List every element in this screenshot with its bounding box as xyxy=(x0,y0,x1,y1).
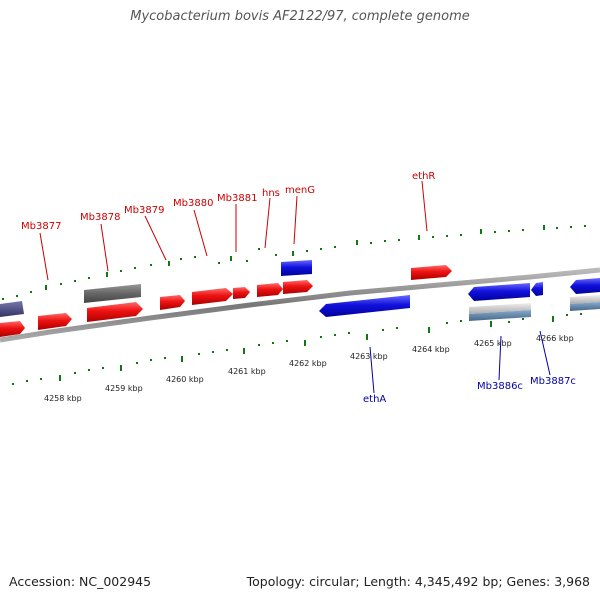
scale-tick-label: 4264 kbp xyxy=(412,345,450,354)
gene-feature[interactable] xyxy=(570,302,600,311)
gene-label[interactable]: Mb3878 xyxy=(80,212,120,223)
gene-label[interactable]: Mb3879 xyxy=(124,205,164,216)
gene-feature[interactable] xyxy=(38,313,72,330)
gene-feature[interactable] xyxy=(160,295,185,310)
scale-tick-label: 4261 kbp xyxy=(228,367,266,376)
gene-feature[interactable] xyxy=(469,303,531,314)
gene-label[interactable]: Mb3886c xyxy=(477,381,523,392)
gene-feature[interactable] xyxy=(570,295,600,304)
scale-tick-label: 4260 kbp xyxy=(166,375,204,384)
reverse-labels: ethA Mb3886c Mb3887c xyxy=(363,376,576,405)
gene-label[interactable]: ethA xyxy=(363,394,386,405)
scale-tick-label: 4262 kbp xyxy=(289,359,327,368)
gene-label[interactable]: Mb3880 xyxy=(173,198,213,209)
inner-tick-ring xyxy=(12,313,582,385)
gene-feature[interactable] xyxy=(84,284,141,303)
gene-feature[interactable] xyxy=(531,282,543,296)
gene-label[interactable]: ethR xyxy=(412,171,435,182)
gene-label[interactable]: hns xyxy=(262,188,280,199)
gene-feature[interactable] xyxy=(0,301,24,317)
gene-feature[interactable] xyxy=(0,321,25,337)
scale-tick-label: 4259 kbp xyxy=(105,384,143,393)
outer-tick-ring xyxy=(2,225,586,300)
forward-genes xyxy=(0,265,452,337)
scale-tick-label: 4265 kbp xyxy=(474,339,512,348)
genome-title: Mycobacterium bovis AF2122/97, complete … xyxy=(130,9,470,24)
gene-feature[interactable] xyxy=(192,288,233,305)
gene-feature[interactable] xyxy=(233,287,250,299)
gene-feature[interactable] xyxy=(319,295,410,317)
gene-feature[interactable] xyxy=(468,283,530,301)
scale-labels: 4258 kbp 4259 kbp 4260 kbp 4261 kbp 4262… xyxy=(44,334,574,403)
genome-backbone xyxy=(0,267,600,343)
gene-feature[interactable] xyxy=(257,283,283,297)
label-leaders xyxy=(39,180,551,394)
gene-label[interactable]: Mb3877 xyxy=(21,221,61,232)
gene-feature[interactable] xyxy=(87,302,143,322)
scale-tick-label: 4258 kbp xyxy=(44,394,82,403)
gene-label[interactable]: menG xyxy=(285,185,315,196)
scale-tick-label: 4263 kbp xyxy=(350,352,388,361)
scale-tick-label: 4266 kbp xyxy=(536,334,574,343)
gene-label[interactable]: Mb3887c xyxy=(530,376,576,387)
gene-feature[interactable] xyxy=(281,260,312,276)
gene-feature[interactable] xyxy=(411,265,452,280)
gene-feature[interactable] xyxy=(283,280,313,294)
reverse-genes xyxy=(0,260,600,321)
gene-feature[interactable] xyxy=(469,310,531,321)
gene-label[interactable]: Mb3881 xyxy=(217,193,257,204)
genome-stats-label: Topology: circular; Length: 4,345,492 bp… xyxy=(246,574,590,589)
gene-feature[interactable] xyxy=(570,278,600,294)
forward-labels: Mb3877 Mb3878 Mb3879 Mb3880 Mb3881 hns m… xyxy=(21,171,435,232)
accession-label: Accession: NC_002945 xyxy=(9,574,152,589)
